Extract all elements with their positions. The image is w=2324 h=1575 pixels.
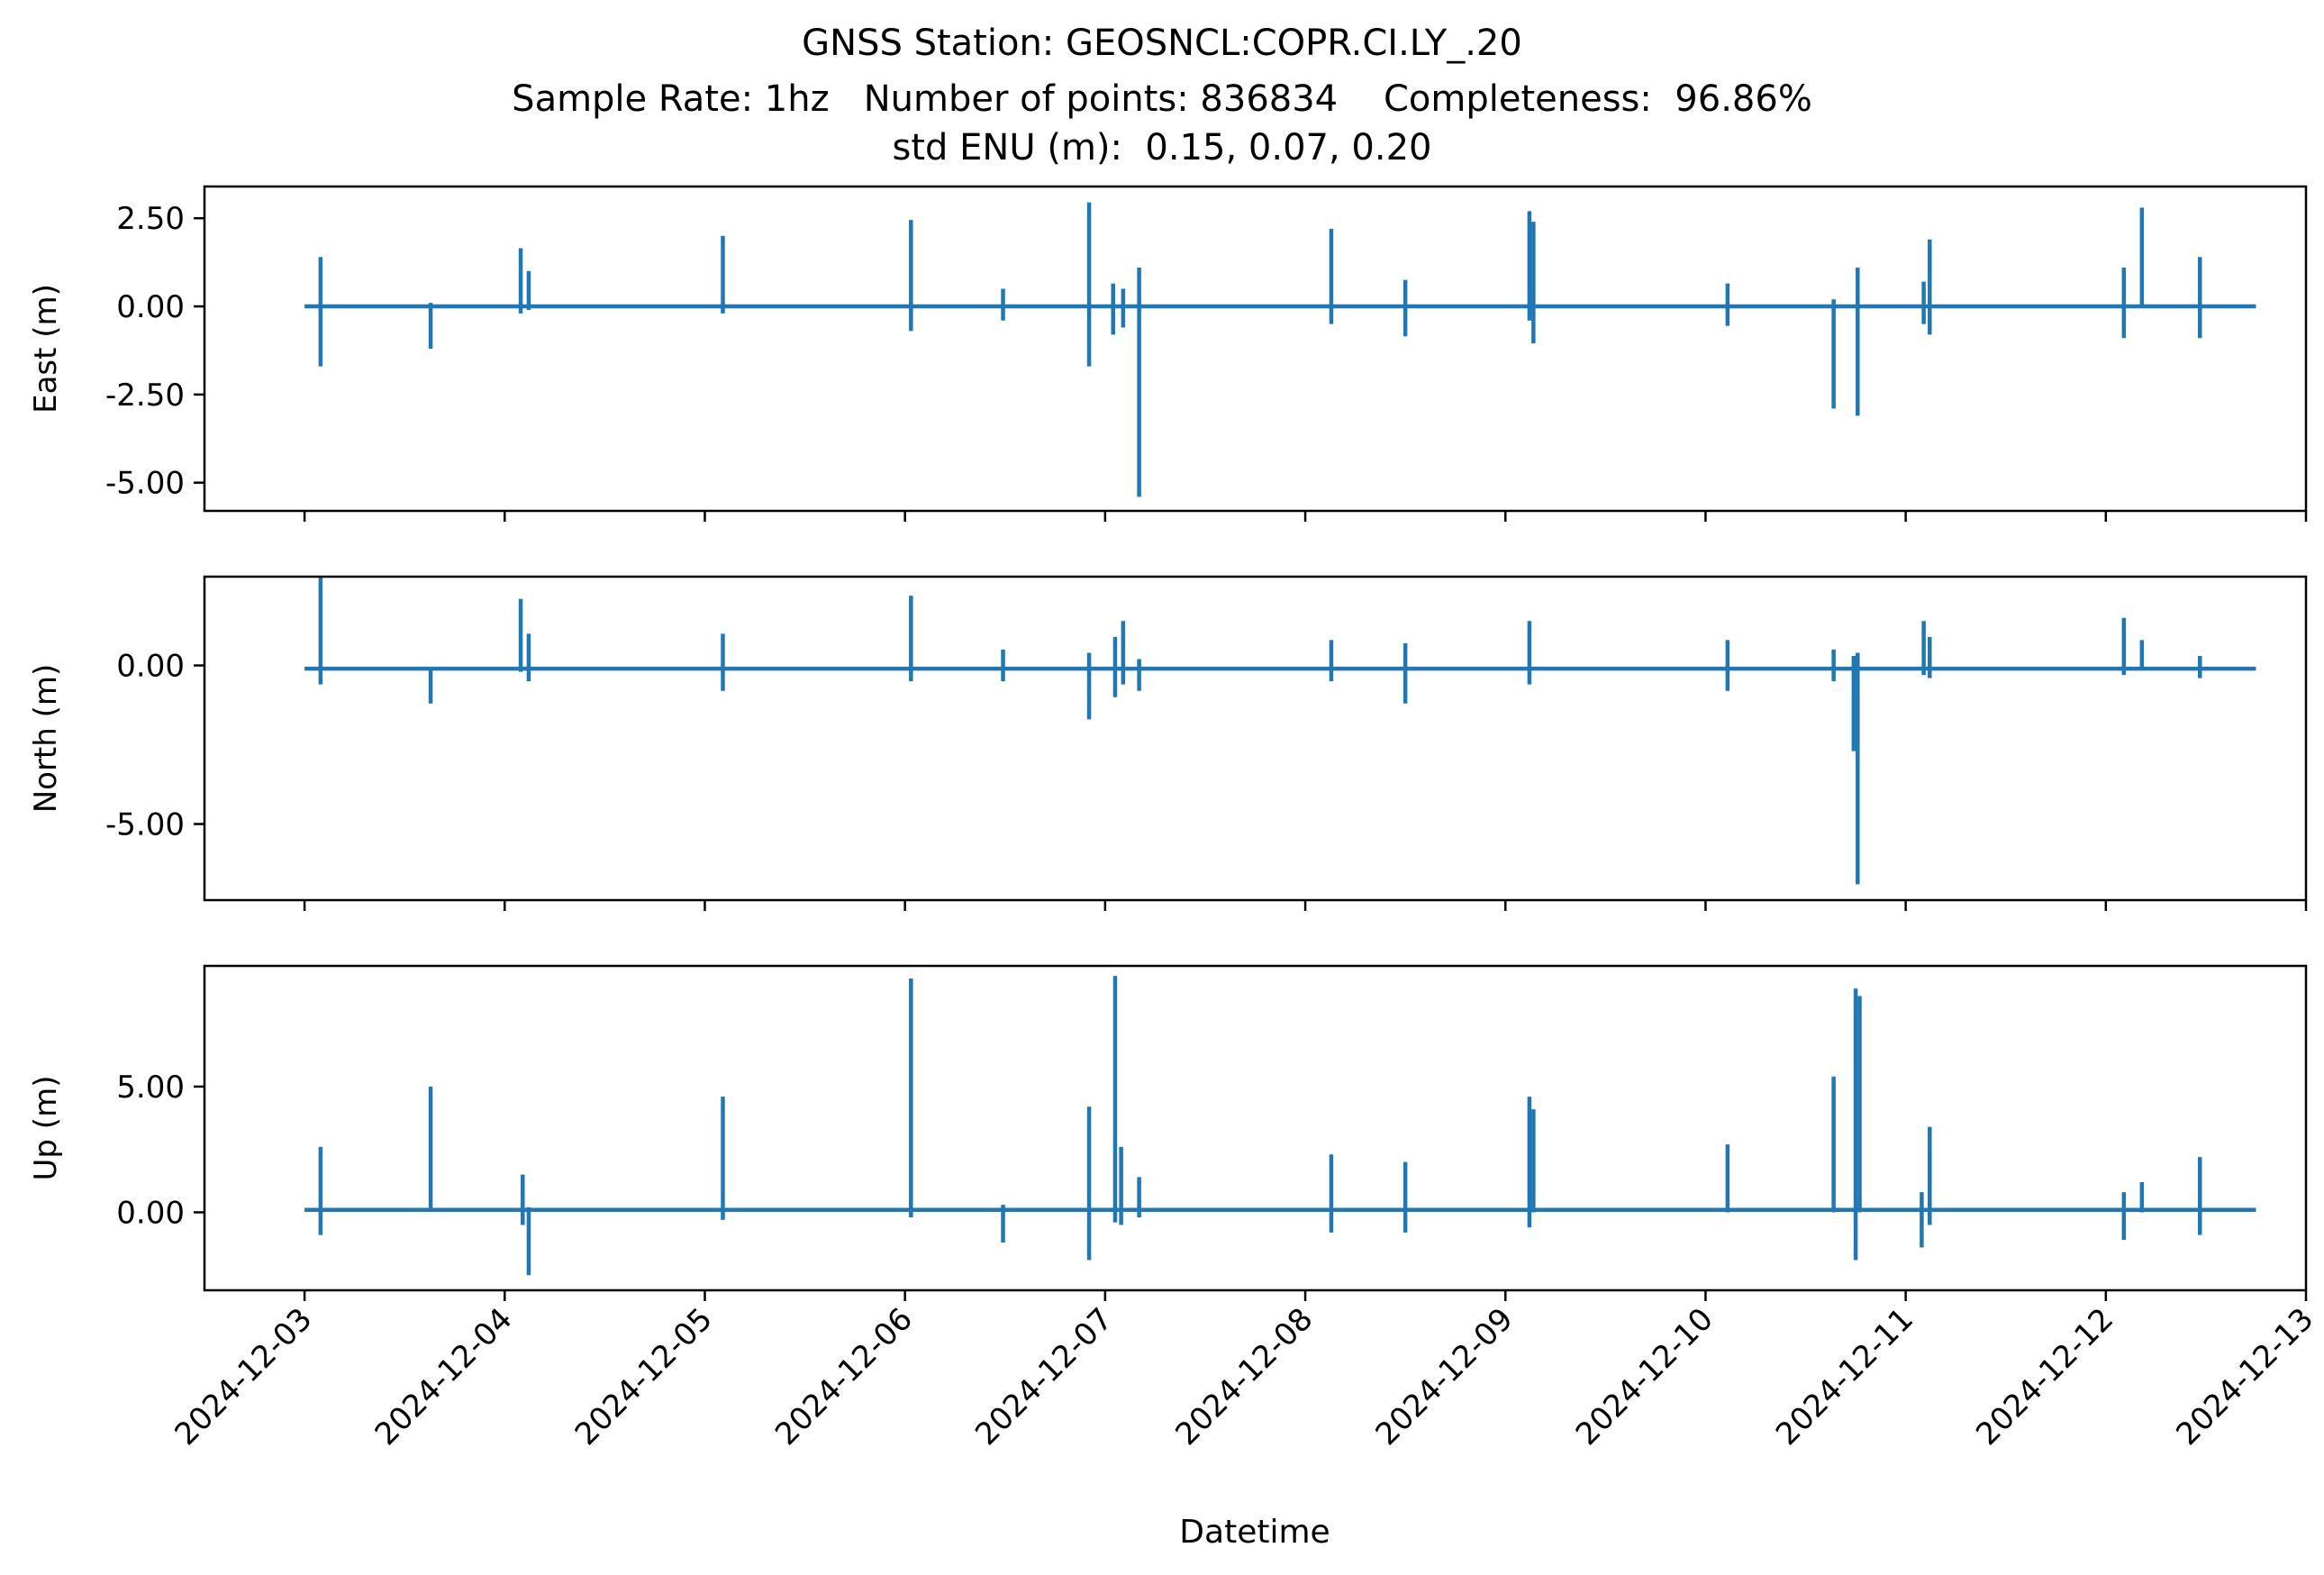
panel-2: 0.00 5.00 Up (m) [28,964,2308,1301]
x-tick-label-4: 2024-12-07 [968,1301,1120,1452]
chart-subtitle-std-enu: std ENU (m): 0.15, 0.07, 0.20 [892,127,1432,168]
x-tick-label-2: 2024-12-05 [568,1301,720,1452]
x-tick-label-8: 2024-12-11 [1769,1301,1920,1452]
axes-frame-2 [203,964,2308,1292]
y-tick-label-0-3: 2.50 [116,201,185,237]
y-tick-label-1-0: -5.00 [105,807,185,843]
x-tick-label-6: 2024-12-09 [1369,1301,1521,1452]
chart-subtitle-sample-info: Sample Rate: 1hz Number of points: 83683… [512,78,1812,120]
y-axis-label-0: East (m) [28,284,64,414]
x-tick-label-1: 2024-12-04 [368,1301,520,1452]
x-tick-label-0: 2024-12-03 [168,1301,319,1452]
panel-0: -5.00 -2.50 0.00 2.50 East (m) [28,185,2308,522]
x-tick-label-5: 2024-12-08 [1168,1301,1320,1452]
y-tick-label-0-2: 0.00 [116,289,185,325]
y-tick-label-2-0: 0.00 [116,1195,185,1231]
chart-title: GNSS Station: GEOSNCL:COPR.CI.LY_.20 [802,23,1522,64]
y-tick-label-0-1: -2.50 [105,378,185,414]
x-axis-label: Datetime [1179,1514,1330,1551]
panel-1: -5.00 0.00 North (m) [28,575,2308,911]
axes-frame-1 [203,575,2308,902]
y-tick-label-2-1: 5.00 [116,1070,185,1106]
x-tick-label-3: 2024-12-06 [768,1301,920,1452]
y-tick-label-0-0: -5.00 [105,466,185,502]
y-axis-label-1: North (m) [28,664,64,814]
y-tick-label-1-1: 0.00 [116,649,185,685]
y-axis-label-2: Up (m) [28,1076,64,1181]
x-tick-label-9: 2024-12-12 [1969,1301,2120,1452]
axes-frame-0 [203,185,2308,513]
x-tick-label-10: 2024-12-13 [2169,1301,2320,1452]
x-tick-label-7: 2024-12-10 [1569,1301,1720,1452]
